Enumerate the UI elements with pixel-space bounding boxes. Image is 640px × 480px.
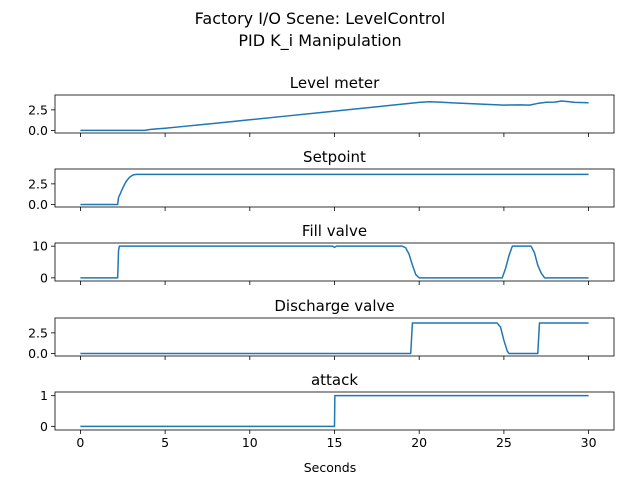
axes-frame — [54, 94, 615, 134]
axes-frame — [54, 242, 615, 282]
panel-1: Level meter 0.0 2.5 — [28, 74, 615, 138]
panel-title: Level meter — [290, 74, 380, 92]
panels: Level meter 0.0 2.5 Setpoint 0.0 2.5 Fill valv… — [28, 74, 615, 450]
x-tick-label: 15 — [327, 435, 343, 450]
x-tick-label: 25 — [496, 435, 512, 450]
y-tick-label: 10 — [32, 239, 48, 254]
series-line — [80, 394, 589, 428]
series-line — [80, 173, 589, 206]
axes-frame — [54, 317, 615, 357]
x-tick-label: 5 — [161, 435, 169, 450]
x-tick-label: 0 — [76, 435, 84, 450]
y-tick-label: 1 — [40, 388, 48, 403]
series-line — [80, 245, 589, 279]
y-tick-label: 0.0 — [28, 346, 48, 361]
y-tick-label: 0 — [40, 270, 48, 285]
y-tick-label: 2.5 — [28, 325, 48, 340]
panel-3: Fill valve 0 10 — [32, 222, 615, 285]
panel-title: attack — [311, 371, 358, 389]
series-line — [80, 322, 589, 355]
panel-4: Discharge valve 0.0 2.5 — [28, 297, 615, 361]
y-tick-label: 2.5 — [28, 102, 48, 117]
figure-subtitle: PID K_i Manipulation — [238, 31, 401, 51]
x-tick-label: 10 — [242, 435, 258, 450]
x-tick-label: 30 — [581, 435, 597, 450]
series-line — [80, 100, 589, 132]
figure-title: Factory I/O Scene: LevelControl — [195, 9, 446, 28]
panel-title: Discharge valve — [274, 297, 394, 315]
y-tick-label: 0.0 — [28, 197, 48, 212]
panel-2: Setpoint 0.0 2.5 — [28, 148, 615, 212]
axes-frame — [54, 391, 615, 431]
panel-title: Fill valve — [302, 222, 367, 240]
axes-frame — [54, 168, 615, 208]
panel-title: Setpoint — [303, 148, 366, 166]
x-tick-label: 20 — [411, 435, 427, 450]
y-tick-label: 0 — [40, 419, 48, 434]
y-tick-label: 0.0 — [28, 123, 48, 138]
y-tick-label: 2.5 — [28, 176, 48, 191]
x-axis-label: Seconds — [304, 460, 357, 475]
